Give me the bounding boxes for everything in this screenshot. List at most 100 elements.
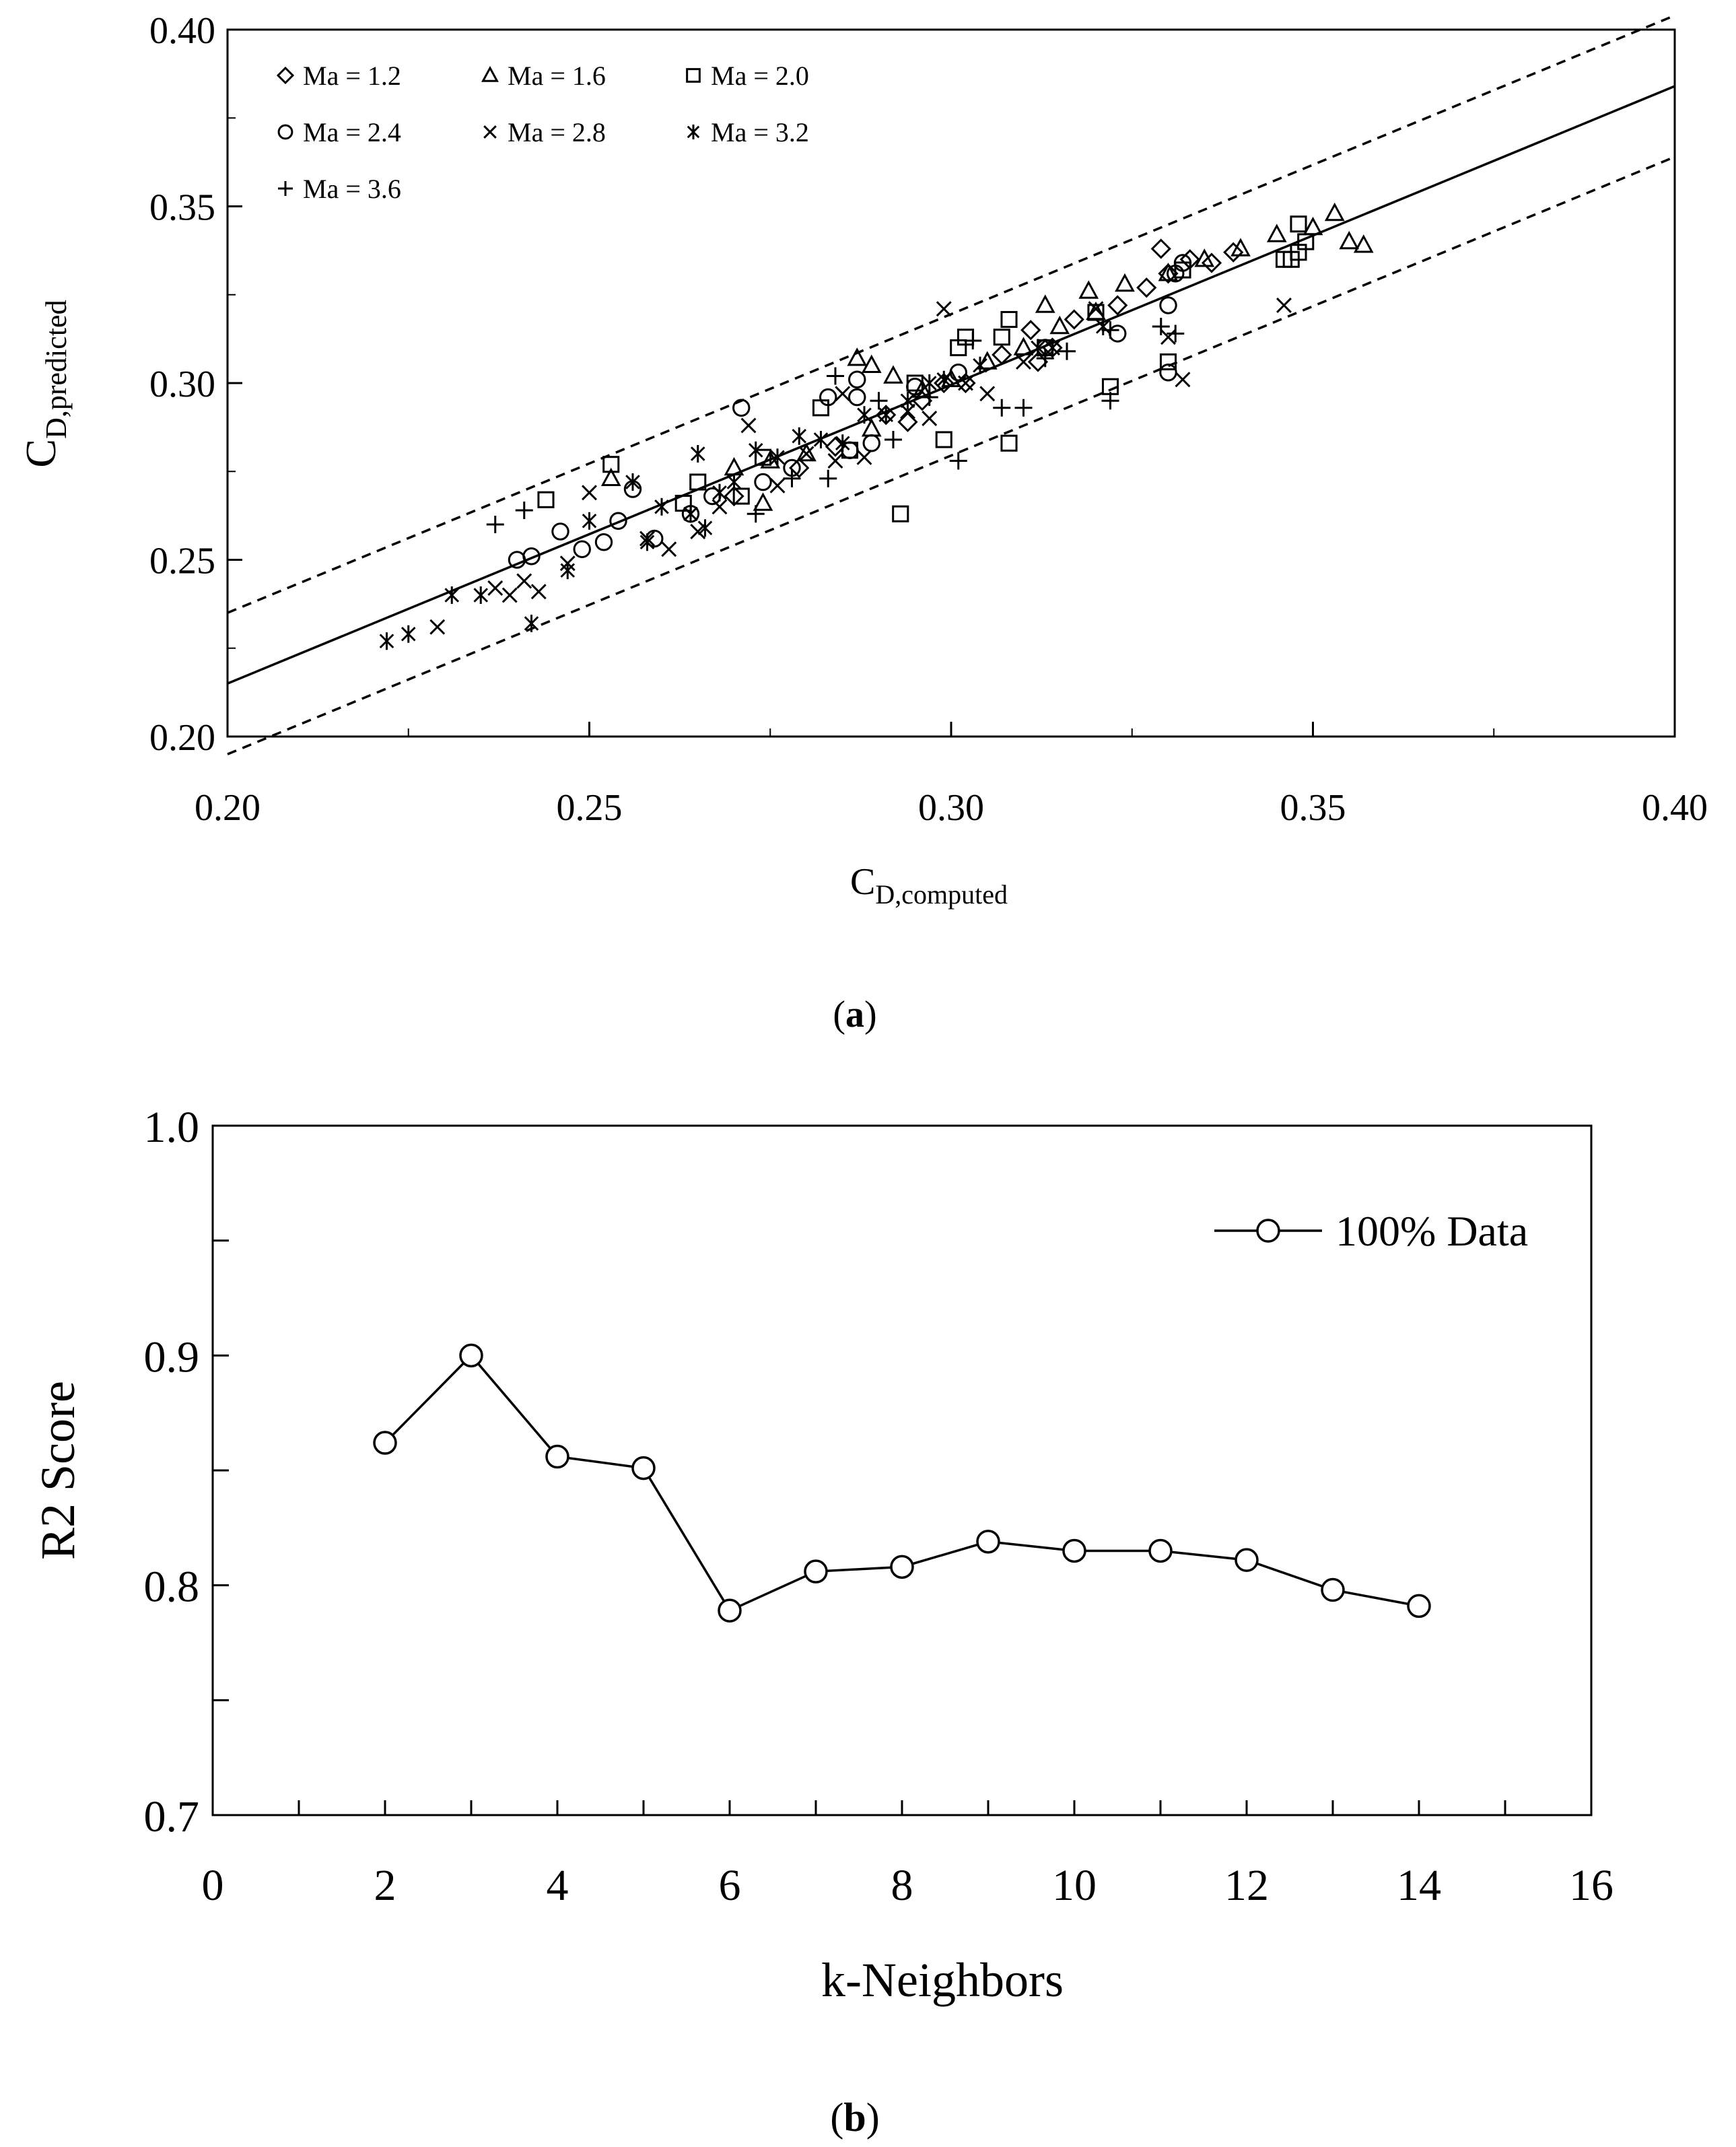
x-axis-label-b: k-Neighbors (821, 1953, 1064, 2007)
asterisk-marker (792, 427, 807, 445)
triangle-marker (600, 467, 621, 486)
asterisk-marker (878, 406, 894, 424)
plus-marker (1101, 392, 1119, 410)
asterisk-marker (401, 625, 416, 643)
diamond-marker (934, 372, 954, 394)
plus-marker (486, 516, 504, 533)
plus-marker (870, 392, 888, 410)
x-marker (582, 485, 597, 501)
x-marker (979, 386, 996, 402)
data-point (1407, 1594, 1431, 1618)
legend-plus-icon (278, 181, 293, 196)
asterisk-marker (690, 445, 705, 463)
triangle-marker (847, 347, 868, 366)
y-tick-label-a: 0.20 (149, 717, 215, 759)
asterisk-marker (835, 434, 850, 452)
legend-a: Ma = 1.2 Ma = 1.6 Ma = 2.0 Ma = 2.4 Ma = 2.8… (276, 61, 809, 204)
x-tick-label-b: 12 (1224, 1861, 1269, 1910)
circle-marker (1173, 254, 1192, 272)
x-tick-label-a: 0.25 (557, 787, 623, 829)
legend-item-100-data: 100% Data (1214, 1207, 1528, 1255)
triangle-marker (753, 492, 773, 511)
circle-marker (1109, 325, 1127, 343)
x-tick-label-a: 0.35 (1280, 787, 1346, 829)
plus-marker (1167, 325, 1185, 343)
x-marker (1276, 298, 1292, 313)
diamond-marker (992, 344, 1012, 366)
y-tick-label-a: 0.30 (149, 364, 215, 405)
asterisk-marker (379, 632, 394, 650)
y-tick-label-a: 0.25 (149, 541, 215, 582)
y-tick-label-a: 0.35 (149, 187, 215, 229)
legend-label: Ma = 2.8 (508, 117, 606, 147)
asterisk-marker (524, 615, 539, 632)
circle-marker (522, 547, 541, 566)
y-tick-label-b: 0.9 (144, 1332, 200, 1382)
legend-item-ma-1-6: Ma = 1.6 (481, 61, 606, 91)
circle-marker (754, 473, 772, 491)
triangle-marker (1035, 294, 1055, 313)
legend-item-ma-2-8: Ma = 2.8 (483, 117, 606, 147)
x-marker (936, 301, 952, 317)
series-ma-3-2 (379, 318, 1111, 650)
panel-a-scatter-chart: 0.20 0.25 0.30 0.35 0.40 0.20 0.25 0.30 0.35 0.40… (17, 10, 1708, 1035)
reference-line-upper-bound (227, 14, 1675, 614)
triangle-marker (861, 354, 882, 373)
diamond-marker (1064, 309, 1084, 330)
legend-circle-icon (1256, 1219, 1280, 1243)
x-marker (690, 524, 706, 539)
plus-marker (1058, 342, 1076, 360)
x-marker (856, 449, 872, 465)
data-point (718, 1598, 742, 1623)
x-marker (1175, 372, 1191, 388)
x-marker (835, 386, 851, 402)
circle-marker (848, 370, 866, 388)
circle-marker (551, 522, 569, 541)
square-marker (1290, 215, 1307, 233)
asterisk-marker (560, 561, 576, 580)
reference-line-lower-bound (227, 156, 1675, 755)
asterisk-marker (973, 356, 987, 374)
plus-marker (747, 505, 765, 523)
diamond-marker (1223, 242, 1244, 263)
series-ma-2-8 (429, 298, 1292, 635)
square-marker (812, 399, 830, 417)
triangle-marker (796, 442, 817, 462)
diamond-marker (1136, 277, 1157, 298)
asterisk-marker (654, 498, 669, 516)
data-point (459, 1343, 483, 1368)
legend-label: Ma = 2.0 (711, 61, 809, 91)
asterisk-marker (639, 533, 655, 551)
triangle-marker (1230, 238, 1251, 257)
x-marker (429, 619, 446, 635)
legend-asterisk-icon (687, 125, 700, 139)
asterisk-marker (936, 370, 952, 388)
x-tick-label-b: 2 (374, 1861, 396, 1910)
panel-label-a: (a) (833, 994, 876, 1035)
data-point (890, 1555, 914, 1579)
plus-marker (1152, 318, 1170, 335)
square-marker (689, 473, 707, 491)
legend-triangle-icon (481, 65, 499, 82)
asterisk-marker (444, 586, 460, 604)
plus-marker (515, 502, 533, 519)
diamond-marker (724, 485, 744, 507)
triangle-marker (1078, 280, 1099, 299)
triangle-marker (1013, 337, 1034, 355)
y-axis-label-a: CD,predicted (17, 300, 73, 467)
diamond-marker (1042, 337, 1063, 358)
plus-marker (827, 367, 844, 385)
x-tick-label-b: 4 (547, 1861, 569, 1910)
diamond-marker (1107, 295, 1128, 316)
square-marker (1159, 353, 1177, 371)
y-tick-label-a: 0.40 (149, 10, 215, 52)
x-marker (516, 573, 532, 589)
legend-label: Ma = 3.2 (711, 117, 809, 147)
circle-marker (1159, 296, 1177, 314)
panel-b-line-chart: 0 2 4 6 8 10 12 14 16 0.7 0.8 0.9 1.0 100% Data k-Ne… (31, 1103, 1613, 2140)
diamond-marker (1150, 238, 1171, 259)
x-marker (1088, 301, 1104, 317)
axis-ticks-a: 0.20 0.25 0.30 0.35 0.40 0.20 0.25 0.30 0.35 0.40 (149, 10, 1708, 829)
data-point (976, 1530, 1000, 1554)
triangle-marker (861, 418, 882, 437)
